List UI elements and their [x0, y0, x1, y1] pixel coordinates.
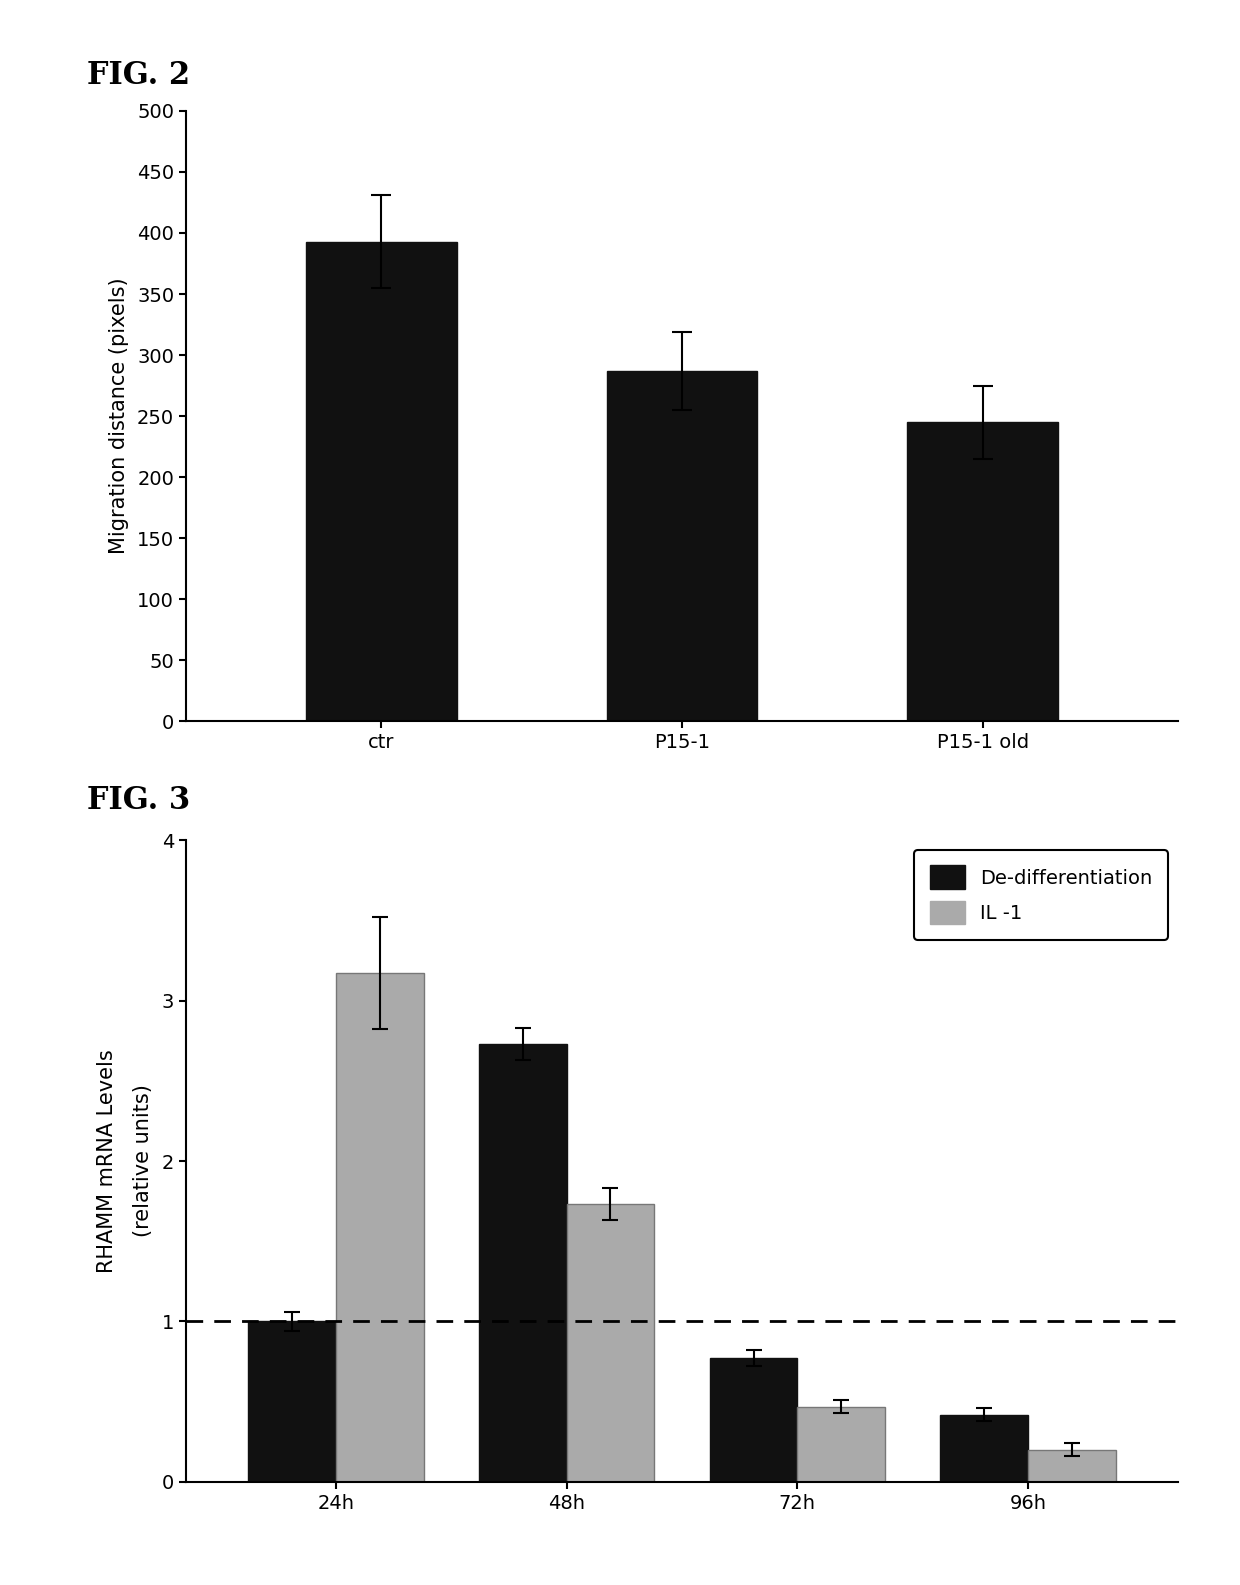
Bar	[479, 1045, 567, 1482]
Bar	[797, 1406, 885, 1482]
Bar	[306, 241, 456, 721]
Bar	[336, 973, 424, 1482]
Bar	[606, 371, 758, 721]
Y-axis label: Migration distance (pixels): Migration distance (pixels)	[109, 277, 129, 555]
Legend: De-differentiation, IL -1: De-differentiation, IL -1	[914, 850, 1168, 940]
Text: FIG. 3: FIG. 3	[87, 785, 190, 816]
Y-axis label: RHAMM mRNA Levels
(relative units): RHAMM mRNA Levels (relative units)	[98, 1049, 154, 1273]
Text: FIG. 2: FIG. 2	[87, 60, 190, 92]
Bar	[567, 1205, 655, 1482]
Bar	[940, 1414, 1028, 1482]
Bar	[1028, 1450, 1116, 1482]
Bar	[248, 1322, 336, 1482]
Bar	[908, 422, 1058, 721]
Bar	[709, 1358, 797, 1482]
